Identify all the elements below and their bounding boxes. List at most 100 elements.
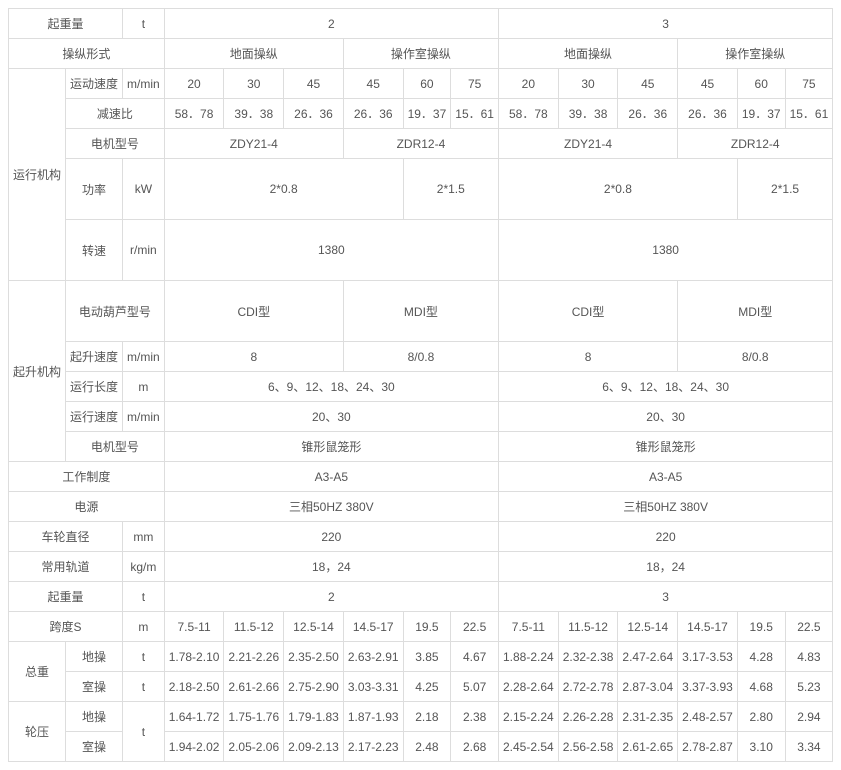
cell: 2.78-2.87 — [678, 732, 738, 762]
cell: 75 — [785, 69, 833, 99]
cell: ZDY21-4 — [164, 129, 343, 159]
motor-label: 电机型号 — [66, 129, 165, 159]
cell: 1.94-2.02 — [164, 732, 224, 762]
cell: 2.80 — [737, 702, 785, 732]
cell: 2.26-2.28 — [558, 702, 618, 732]
cell: 12.5-14 — [284, 612, 344, 642]
cell: 8/0.8 — [343, 342, 498, 372]
cap2-unit: t — [123, 582, 165, 612]
cell: 58．78 — [498, 99, 558, 129]
runspd-label: 运行速度 — [66, 402, 123, 432]
capacity-label: 起重量 — [9, 9, 123, 39]
runlen-unit: m — [123, 372, 165, 402]
cell: 26．36 — [618, 99, 678, 129]
cell: 19．37 — [403, 99, 451, 129]
wheel-unit: mm — [123, 522, 165, 552]
cell: 7.5-11 — [498, 612, 558, 642]
cell: 15．61 — [451, 99, 499, 129]
runspd-unit: m/min — [123, 402, 165, 432]
cell: 58．78 — [164, 99, 224, 129]
cell: MDI型 — [678, 281, 833, 342]
wheel-label: 车轮直径 — [9, 522, 123, 552]
speed-label: 运动速度 — [66, 69, 123, 99]
liftspd-unit: m/min — [123, 342, 165, 372]
cell: 2.38 — [451, 702, 499, 732]
cell: 6、9、12、18、24、30 — [164, 372, 498, 402]
power-label: 电源 — [9, 492, 165, 522]
press-unit: t — [123, 702, 165, 762]
rail-unit: kg/m — [123, 552, 165, 582]
control-label: 操纵形式 — [9, 39, 165, 69]
cell: 20 — [164, 69, 224, 99]
cell: 26．36 — [678, 99, 738, 129]
weight-cabin: 室操 — [66, 672, 123, 702]
control-g1: 地面操纵 — [164, 39, 343, 69]
cell: 75 — [451, 69, 499, 99]
cell: CDI型 — [164, 281, 343, 342]
cell: 2.32-2.38 — [558, 642, 618, 672]
cell: 18，24 — [498, 552, 832, 582]
cell: 2.28-2.64 — [498, 672, 558, 702]
cell: 15．61 — [785, 99, 833, 129]
cell: 20、30 — [164, 402, 498, 432]
cell: 3 — [498, 582, 832, 612]
hoist-motor-label: 电机型号 — [66, 432, 165, 462]
speed-unit: m/min — [123, 69, 165, 99]
cell: 22.5 — [785, 612, 833, 642]
cell: ZDY21-4 — [498, 129, 677, 159]
cell: 2.48-2.57 — [678, 702, 738, 732]
cell: 14.5-17 — [343, 612, 403, 642]
cell: 18，24 — [164, 552, 498, 582]
cell: 5.07 — [451, 672, 499, 702]
weight-unit: t — [123, 642, 165, 672]
cell: 2*1.5 — [737, 159, 832, 220]
cell: ZDR12-4 — [678, 129, 833, 159]
cell: 60 — [403, 69, 451, 99]
cell: 2 — [164, 582, 498, 612]
kw-label: 功率 — [66, 159, 123, 220]
span-label: 跨度S — [9, 612, 123, 642]
cell: 19.5 — [403, 612, 451, 642]
cell: A3-A5 — [498, 462, 832, 492]
cell: 1.79-1.83 — [284, 702, 344, 732]
cell: 2.05-2.06 — [224, 732, 284, 762]
press-group: 轮压 — [9, 702, 66, 762]
cell: 4.83 — [785, 642, 833, 672]
cell: A3-A5 — [164, 462, 498, 492]
duty-label: 工作制度 — [9, 462, 165, 492]
control-g3: 地面操纵 — [498, 39, 677, 69]
cell: 26．36 — [343, 99, 403, 129]
cell: 45 — [343, 69, 403, 99]
control-g2: 操作室操纵 — [343, 39, 498, 69]
cell: 2*0.8 — [164, 159, 403, 220]
cell: 3.85 — [403, 642, 451, 672]
cell: 19．37 — [737, 99, 785, 129]
cell: 锥形鼠笼形 — [164, 432, 498, 462]
cell: 1.64-1.72 — [164, 702, 224, 732]
run-group: 运行机构 — [9, 69, 66, 281]
cell: 8/0.8 — [678, 342, 833, 372]
cell: 45 — [284, 69, 344, 99]
hoist-type-label: 电动葫芦型号 — [66, 281, 165, 342]
weight-group: 总重 — [9, 642, 66, 702]
cell: 1.88-2.24 — [498, 642, 558, 672]
cell: 220 — [498, 522, 832, 552]
gear-label: 减速比 — [66, 99, 165, 129]
cell: 2.21-2.26 — [224, 642, 284, 672]
cell: 2.72-2.78 — [558, 672, 618, 702]
cell: 3.34 — [785, 732, 833, 762]
kw-unit: kW — [123, 159, 165, 220]
cell: 60 — [737, 69, 785, 99]
cell: 2.31-2.35 — [618, 702, 678, 732]
weight-unit: t — [123, 672, 165, 702]
cell: 2.47-2.64 — [618, 642, 678, 672]
cell: 1.75-1.76 — [224, 702, 284, 732]
capacity-2: 2 — [164, 9, 498, 39]
cell: 4.28 — [737, 642, 785, 672]
cell: 1380 — [498, 220, 832, 281]
cell: 39．38 — [224, 99, 284, 129]
cell: 19.5 — [737, 612, 785, 642]
cell: 2.56-2.58 — [558, 732, 618, 762]
cell: 6、9、12、18、24、30 — [498, 372, 832, 402]
cell: 2*1.5 — [403, 159, 498, 220]
